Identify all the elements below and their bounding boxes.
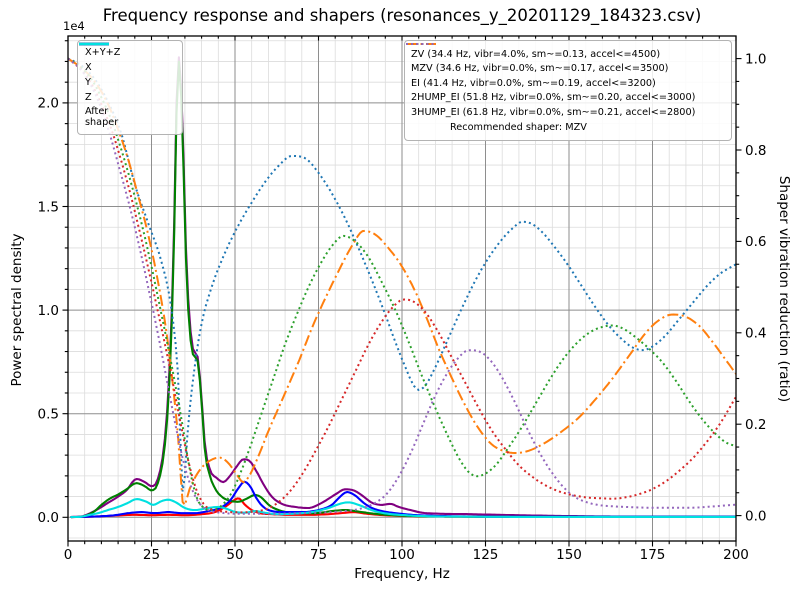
tick-labels: 0 25 50 75 100 125 150 175 200 0.0 0.5 1.0 1.5 2.0 0.0… (38, 51, 767, 563)
legend-sample-solid (79, 42, 109, 46)
right-tick-label: 0.6 (745, 234, 766, 250)
left-axis-label: Power spectral density (9, 233, 25, 387)
left-tick-label: 0.5 (38, 407, 59, 423)
x-tick-label: 75 (310, 547, 327, 563)
legend-item-label: ZV (34.4 Hz, vibr=4.0%, sm~=0.13, accel<… (411, 48, 661, 60)
x-tick-label: 200 (723, 547, 749, 563)
curve-ei (68, 57, 736, 512)
legend-item-label: X (85, 62, 92, 74)
curve-after-shaper (70, 498, 736, 519)
legend-item: ZV (34.4 Hz, vibr=4.0%, sm~=0.13, accel<… (406, 43, 725, 62)
x-tick-label: 100 (389, 547, 415, 563)
x-tick-label: 0 (64, 547, 73, 563)
right-axis-label: Shaper vibration reduction (ratio) (776, 175, 792, 403)
legend-item: Y (79, 42, 176, 90)
curve-2hump-ei (68, 57, 736, 514)
legend-item: 2HUMP_EI (51.8 Hz, vibr=0.0%, sm~=0.20, … (406, 43, 725, 106)
right-tick-label: 0.2 (745, 417, 766, 433)
legend-item: X+Y+Z (79, 42, 176, 60)
right-tick-label: 0.4 (745, 326, 766, 342)
chart-title: Frequency response and shapers (resonanc… (102, 6, 702, 25)
legend-item: MZV (34.6 Hz, vibr=0.0%, sm~=0.17, accel… (406, 43, 725, 77)
legend-sample-dotted (406, 43, 436, 45)
left-tick-label: 1.0 (38, 303, 59, 319)
legend-footer: Recommended shaper: MZV (411, 120, 725, 135)
x-axis-label: Frequency, Hz (354, 566, 450, 582)
legend-item-label: Z (85, 92, 92, 104)
right-tick-label: 1.0 (745, 51, 766, 67)
legend-item: X (79, 42, 176, 75)
legend-item-label: After shaper (85, 105, 119, 129)
curve-mzv (68, 57, 736, 508)
legend-item-label: 2HUMP_EI (51.8 Hz, vibr=0.0%, sm~=0.20, … (411, 92, 696, 104)
left-axis-offset-label: 1e4 (63, 19, 85, 33)
legend-item-label: MZV (34.6 Hz, vibr=0.0%, sm~=0.17, accel… (411, 63, 669, 75)
legend-item: EI (41.4 Hz, vibr=0.0%, sm~=0.19, accel<… (406, 43, 725, 91)
x-tick-label: 125 (473, 547, 499, 563)
right-tick-label: 0.8 (745, 143, 766, 159)
x-tick-label: 175 (640, 547, 666, 563)
legend-item-label: Y (85, 77, 91, 89)
legend-shapers: ZV (34.4 Hz, vibr=4.0%, sm~=0.13, accel<… (404, 40, 732, 141)
legend-item-label: EI (41.4 Hz, vibr=0.0%, sm~=0.19, accel<… (411, 77, 656, 89)
left-tick-label: 2.0 (38, 96, 59, 112)
legend-item-label: 3HUMP_EI (61.8 Hz, vibr=0.0%, sm~=0.21, … (411, 106, 696, 118)
legend-sample-dashdot (406, 43, 436, 45)
legend-item: Z (79, 42, 176, 106)
right-tick-label: 0.0 (745, 508, 766, 524)
recommended-shaper-label: Recommended shaper: MZV (450, 121, 587, 133)
ticks (62, 36, 742, 547)
x-tick-label: 50 (226, 547, 243, 563)
left-tick-label: 1.5 (38, 199, 59, 215)
legend-item-label: X+Y+Z (85, 46, 121, 58)
legend-psd: X+Y+Z X Y Z After shaper (77, 40, 183, 135)
left-tick-label: 0.0 (38, 510, 59, 526)
x-tick-label: 150 (556, 547, 582, 563)
legend-item: 3HUMP_EI (61.8 Hz, vibr=0.0%, sm~=0.21, … (406, 43, 725, 120)
legend-item: After shaper (79, 42, 176, 129)
x-tick-label: 25 (143, 547, 160, 563)
